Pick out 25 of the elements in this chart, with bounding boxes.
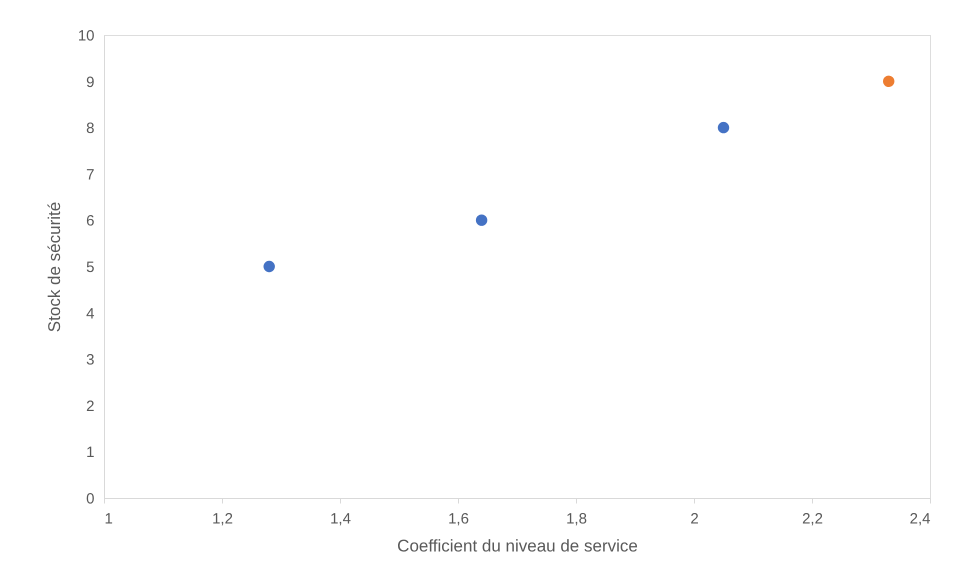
- x-tick-label: 2,2: [802, 510, 823, 528]
- y-tick-label: 3: [86, 352, 94, 369]
- point: [264, 260, 275, 272]
- y-tick-label: 4: [86, 305, 94, 322]
- y-tick-label: 0: [86, 490, 94, 508]
- point: [476, 214, 488, 226]
- y-tick-label: 6: [86, 212, 94, 230]
- y-tick-label: 10: [78, 28, 94, 44]
- y-tick-label: 8: [86, 120, 94, 138]
- y-tick-label: 5: [86, 259, 94, 276]
- x-tick-label: 1,4: [330, 510, 351, 528]
- point: [883, 76, 894, 87]
- point: [718, 122, 730, 134]
- y-tick-label: 2: [86, 398, 94, 415]
- y-tick-label: 1: [86, 444, 94, 462]
- x-tick-label: 1,6: [448, 510, 469, 528]
- x-tick-label: 1,8: [566, 510, 587, 528]
- x-tick-label: 2: [690, 510, 699, 528]
- x-tick-label: 1: [104, 510, 113, 528]
- y-tick-label: 9: [86, 74, 94, 91]
- y-axis-title: Stock de sécurité: [44, 202, 64, 332]
- y-tick-label: 7: [86, 166, 94, 184]
- x-tick-label: 2,4: [910, 510, 930, 528]
- x-axis-title: Coefficient du niveau de service: [397, 536, 638, 556]
- x-tick-label: 1,2: [212, 510, 233, 528]
